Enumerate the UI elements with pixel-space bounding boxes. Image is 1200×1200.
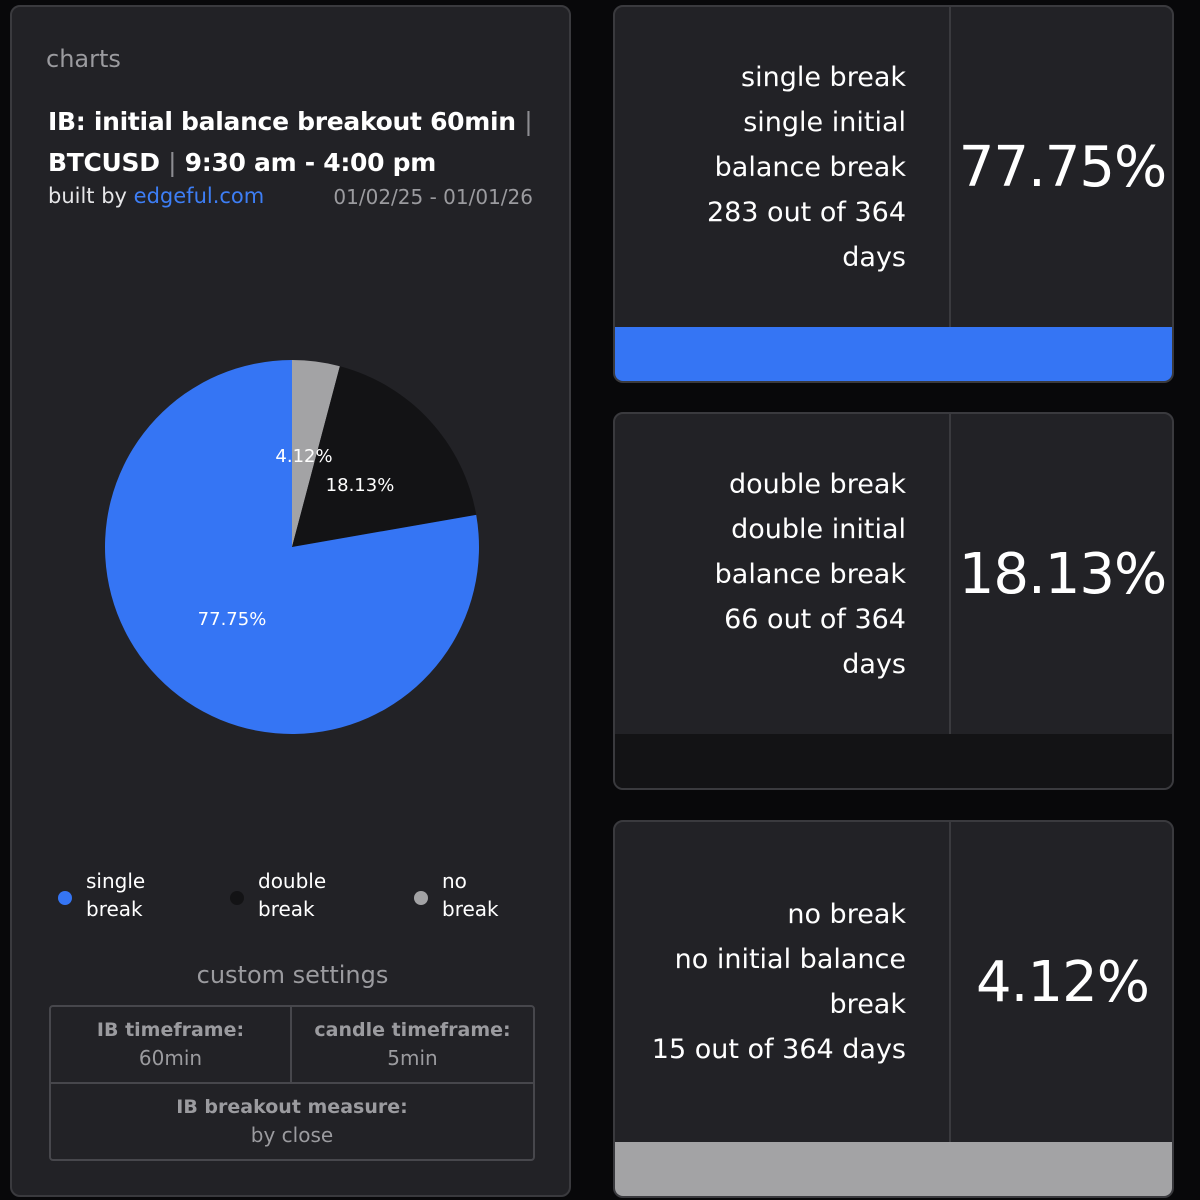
stat-line: 283 out of 364 (706, 196, 906, 228)
stat-line: no break (787, 899, 906, 930)
legend-label: single (86, 869, 146, 893)
legend-label: no (442, 869, 467, 893)
stat-line: 66 out of 364 (724, 603, 906, 635)
date-range: 01/02/25 - 01/01/26 (333, 185, 533, 209)
stat-description: no break no initial balance break 15 out… (615, 822, 906, 1142)
setting-value: 5min (387, 1046, 438, 1070)
title-symbol: BTCUSD (48, 148, 160, 177)
pie-label-single-break: 77.75% (198, 609, 267, 630)
setting-label: IB breakout measure: (176, 1096, 408, 1118)
setting-value: by close (250, 1123, 334, 1147)
section-label: charts (46, 45, 121, 73)
stat-card-no-break: no break no initial balance break 15 out… (613, 820, 1174, 1198)
pie-label-no-break: 4.12% (275, 446, 332, 467)
pie-slice-single-break[interactable] (105, 360, 479, 734)
title-strategy: IB: initial balance breakout 60min (48, 107, 516, 136)
built-by-prefix: built by (48, 184, 127, 208)
title-separator: | (168, 148, 177, 177)
stat-card-double-break: double break double initial balance brea… (613, 412, 1174, 790)
chart-title: IB: initial balance breakout 60min | BTC… (48, 101, 548, 183)
chart-legend: single break double break no break (52, 867, 552, 927)
stat-color-bar (615, 734, 1172, 788)
legend-label: break (442, 897, 499, 921)
legend-item-double-break[interactable]: double break (230, 867, 326, 923)
legend-item-no-break[interactable]: no break (414, 867, 499, 923)
pie-slice-no-break[interactable] (292, 360, 340, 547)
title-session: 9:30 am - 4:00 pm (184, 148, 437, 177)
stat-line: 15 out of 364 days (651, 1034, 906, 1065)
stat-line: no initial balance (674, 944, 906, 975)
chart-panel: charts IB: initial balance breakout 60mi… (10, 5, 571, 1197)
stat-percent: 4.12% (976, 949, 1150, 1015)
settings-table: IB timeframe: 60min candle timeframe: 5m… (49, 1005, 535, 1161)
stat-line: balance break (714, 151, 906, 183)
legend-label: break (86, 897, 143, 921)
legend-dot-double-break (230, 891, 244, 905)
legend-dot-no-break (414, 891, 428, 905)
setting-breakout-measure: IB breakout measure: by close (51, 1084, 533, 1159)
stat-color-bar (615, 1142, 1172, 1196)
setting-label: candle timeframe: (314, 1019, 511, 1041)
stat-line: days (842, 648, 906, 680)
stat-color-bar (615, 327, 1172, 381)
legend-dot-single-break (58, 891, 72, 905)
stat-description: double break double initial balance brea… (615, 414, 906, 734)
title-separator: | (524, 107, 533, 136)
setting-candle-timeframe: candle timeframe: 5min (292, 1007, 533, 1084)
built-by: built by edgeful.com (48, 184, 264, 208)
setting-ib-timeframe: IB timeframe: 60min (51, 1007, 292, 1084)
setting-label: IB timeframe: (96, 1019, 245, 1041)
stat-card-single-break: single break single initial balance brea… (613, 5, 1174, 383)
pie-chart: 4.12% 18.13% 77.75% (105, 360, 479, 734)
stat-percent: 18.13% (958, 541, 1168, 607)
custom-settings-title: custom settings (196, 961, 389, 989)
stat-line: double break (728, 468, 906, 500)
stat-line: balance break (714, 558, 906, 590)
pie-label-double-break: 18.13% (326, 475, 395, 496)
legend-label: break (258, 897, 315, 921)
stat-description: single break single initial balance brea… (615, 7, 906, 327)
stat-line: double initial (731, 513, 906, 545)
setting-value: 60min (138, 1046, 203, 1070)
stat-percent: 77.75% (958, 134, 1168, 200)
edgeful-link[interactable]: edgeful.com (133, 184, 265, 208)
stat-line: single initial (743, 106, 906, 138)
divider (949, 822, 951, 1142)
legend-label: double (258, 869, 327, 893)
pie-slice-double-break[interactable] (292, 366, 477, 547)
divider (949, 7, 951, 327)
stat-line: break (829, 989, 906, 1020)
stat-line: days (842, 241, 906, 273)
divider (949, 414, 951, 734)
legend-item-single-break[interactable]: single break (58, 867, 145, 923)
stat-line: single break (741, 61, 906, 93)
